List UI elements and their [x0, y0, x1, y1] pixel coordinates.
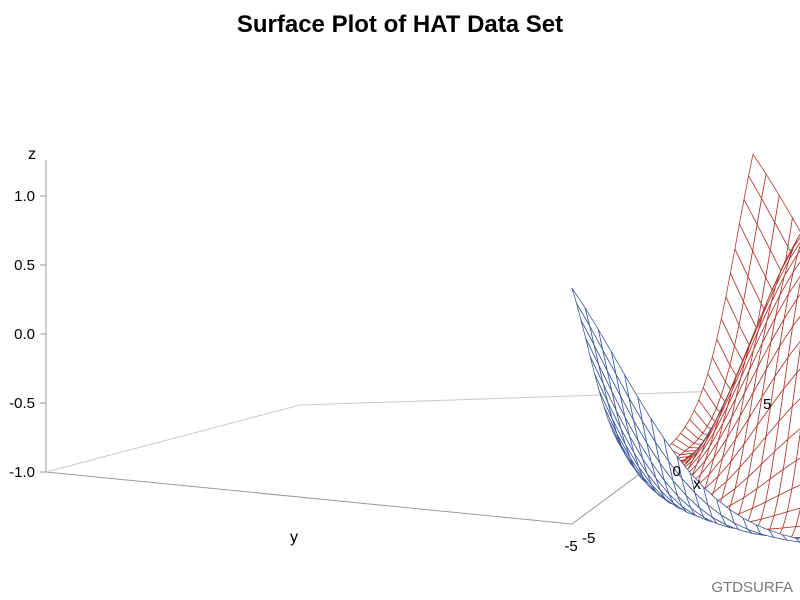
x-tick-label-2: 5: [763, 396, 771, 413]
back-floor-line-1: [45, 404, 301, 473]
x-axis-label: x: [693, 476, 701, 493]
surface-cell-0-17: [795, 537, 800, 543]
y-tick-label-2: -5: [564, 538, 577, 555]
x-tick-label-0: -5: [582, 530, 595, 547]
y-axis-line: [45, 471, 573, 525]
x-tick-label-1: 0: [673, 463, 681, 480]
z-tick-label-4: 1.0: [14, 188, 35, 205]
surface-cell-15-12: [797, 245, 800, 255]
back-floor-line-2: [299, 389, 754, 406]
surface-mesh: [571, 153, 800, 543]
surface-cell-14-12: [792, 250, 800, 273]
z-axis-ticks: -1.0 -0.5 0.0 0.5 1.0: [9, 188, 46, 481]
z-tick-label-3: 0.5: [14, 257, 35, 274]
chart-title: Surface Plot of HAT Data Set: [237, 11, 563, 38]
surface-cell-6-15: [796, 431, 800, 461]
surface-cell-3-16: [795, 508, 800, 527]
z-axis-label: z: [28, 146, 36, 163]
x-axis-ticks: -5 0 5: [582, 396, 771, 547]
y-axis-label: y: [290, 529, 298, 546]
y-axis-ticks: 50-5: [564, 538, 577, 555]
surface-cell-2-16: [791, 525, 800, 539]
surface-cell-8-14: [791, 368, 800, 407]
z-tick-label-1: -0.5: [9, 395, 35, 412]
surface-cell-17-11: [793, 234, 800, 248]
surface-cell-5-15: [791, 457, 800, 490]
z-tick-label-2: 0.0: [14, 326, 35, 343]
z-tick-label-0: -1.0: [9, 464, 35, 481]
footnote: GTDSURFA: [711, 579, 793, 596]
surface-cell-12-13: [796, 281, 800, 299]
surface-cell-0-16: [782, 534, 800, 543]
